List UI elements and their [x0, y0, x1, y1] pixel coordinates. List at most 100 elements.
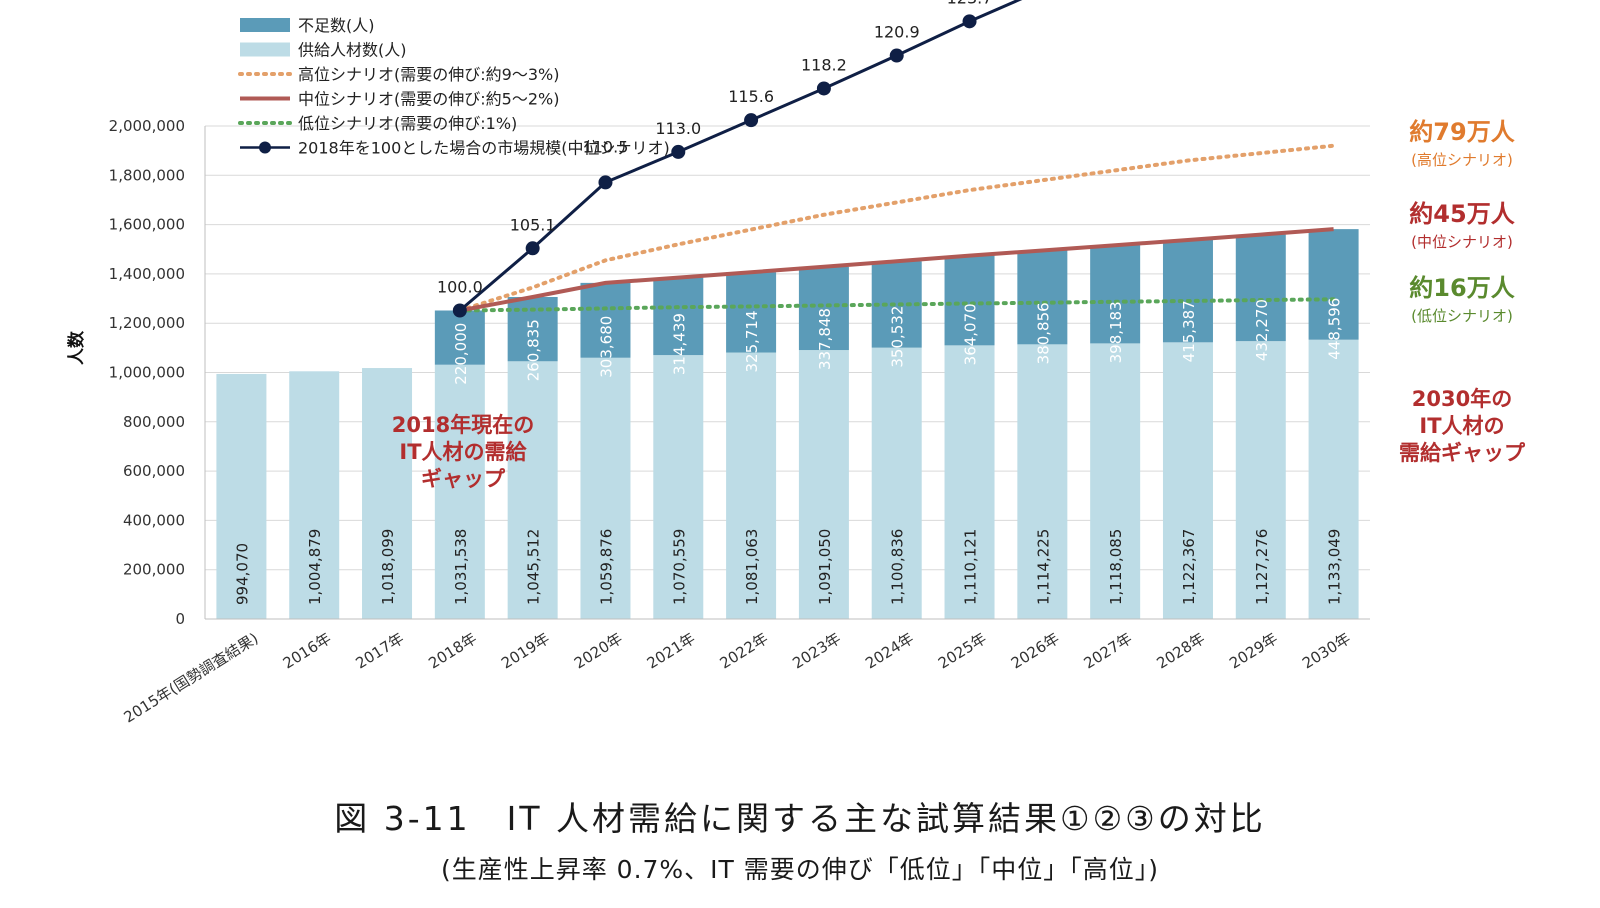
- bar-supply: [507, 361, 558, 619]
- annotations: 約79万人 (高位シナリオ) 約45万人 (中位シナリオ) 約16万人 (低位シナリオ) 2…: [392, 118, 1526, 491]
- market-size-point: [889, 48, 904, 63]
- bar-shortage: [1017, 250, 1068, 345]
- bar-shortage-label: 380,856: [1034, 302, 1052, 364]
- bar-shortage-label: 448,596: [1326, 298, 1344, 360]
- bar-shortage: [871, 261, 922, 348]
- legend: 不足数(人) 供給人材数(人) 高位シナリオ(需要の伸び:約9〜3%) 中位シナリオ(…: [238, 16, 670, 158]
- bar-supply-label: 1,059,876: [597, 529, 615, 605]
- bar-supply-label: 1,018,099: [379, 529, 397, 605]
- bar-supply-label: 1,110,121: [962, 529, 980, 605]
- figure-caption-subtitle: (生産性上昇率 0.7%、IT 需要の伸び「低位」「中位」「高位」): [440, 855, 1160, 884]
- bar-supply: [1090, 343, 1141, 619]
- bar-shortage: [580, 282, 631, 358]
- bar-supply: [1235, 341, 1286, 619]
- legend-label: 2018年を100とした場合の市場規模(中位シナリオ): [298, 139, 670, 158]
- line-low-scenario: [457, 297, 1336, 313]
- y-tick-label: 600,000: [123, 462, 185, 480]
- bar-shortage-label: 260,835: [525, 319, 543, 381]
- bar-shortage-label: 303,680: [597, 316, 615, 378]
- x-tick-label: 2029年: [1226, 629, 1281, 672]
- bar-supply: [798, 350, 849, 619]
- market-size-label: 110.5: [583, 137, 629, 156]
- market-size-point: [671, 144, 686, 159]
- gap-2030-annotation: IT人材の: [1419, 414, 1504, 438]
- market-size-point: [525, 241, 540, 256]
- gap-2030-annotation: 2030年の: [1412, 387, 1512, 411]
- x-tick-label: 2030年: [1299, 629, 1354, 672]
- bar-supply: [580, 357, 631, 619]
- market-size-label: 100.0: [437, 277, 483, 296]
- y-tick-label: 800,000: [123, 413, 185, 431]
- bar-supply-label: 1,081,063: [743, 529, 761, 605]
- bar-supply: [944, 345, 995, 619]
- legend-label: 供給人材数(人): [298, 41, 407, 60]
- y-tick-label: 1,200,000: [109, 314, 185, 332]
- bar-supply-label: 1,091,050: [816, 529, 834, 605]
- market-size-point: [598, 175, 613, 190]
- bar-supply-label: 1,100,836: [889, 529, 907, 605]
- x-tick-label: 2015年(国勢調査結果): [121, 629, 262, 726]
- bar-supply-label: 994,070: [233, 543, 251, 605]
- market-size-label: 123.7: [947, 0, 993, 7]
- bar-shortage-label: 337,848: [816, 308, 834, 370]
- scenario-gap-note: (中位シナリオ): [1411, 233, 1513, 251]
- bar-supply-label: 1,127,276: [1253, 529, 1271, 605]
- bar-shortage: [1235, 234, 1286, 342]
- scenario-lines: [452, 0, 1336, 318]
- bar-supply: [434, 364, 485, 619]
- legend-label: 不足数(人): [298, 16, 375, 35]
- bar-shortage: [1162, 239, 1213, 343]
- x-tick-label: 2017年: [353, 629, 408, 672]
- line-mid-scenario: [459, 227, 1334, 313]
- bar-supply: [1162, 342, 1213, 619]
- bar-shortage: [726, 272, 777, 353]
- market-size-point: [744, 113, 759, 128]
- bar-shortage-label: 314,439: [670, 313, 688, 375]
- x-tick-label: 2028年: [1153, 629, 1208, 672]
- bar-shortage-label: 432,270: [1253, 299, 1271, 361]
- x-tick-label: 2023年: [789, 629, 844, 672]
- bar-supply: [289, 371, 340, 619]
- bar-supply: [1017, 344, 1068, 619]
- gap-2018-annotation: ギャップ: [421, 467, 506, 491]
- y-tick-label: 1,000,000: [109, 364, 185, 382]
- y-axis-title: 人数: [66, 330, 87, 365]
- market-size-label: 115.6: [728, 87, 774, 106]
- bar-shortage: [1308, 229, 1359, 340]
- y-tick-label: 2,000,000: [109, 117, 185, 135]
- bar-supply-label: 1,045,512: [525, 529, 543, 605]
- y-tick-label: 400,000: [123, 511, 185, 529]
- bar-supply-label: 1,114,225: [1034, 529, 1052, 605]
- line-high-scenario: [457, 143, 1336, 313]
- x-tick-label: 2026年: [1008, 629, 1063, 672]
- bar-supply-label: 1,070,559: [670, 529, 688, 605]
- bar-shortage-label: 220,000: [452, 323, 470, 385]
- market-size-point: [962, 14, 977, 29]
- bar-supply-label: 1,004,879: [306, 529, 324, 605]
- market-size-label: 113.0: [655, 119, 701, 138]
- bar-supply-label: 1,122,367: [1180, 529, 1198, 605]
- x-tick-label: 2020年: [571, 629, 626, 672]
- bar-shortage-label: 364,070: [962, 303, 980, 365]
- x-tick-label: 2019年: [498, 629, 553, 672]
- bar-supply: [871, 347, 922, 619]
- bar-shortage-label: 398,183: [1107, 301, 1125, 363]
- bar-shortage: [1090, 245, 1141, 344]
- bar-shortage: [798, 266, 849, 351]
- y-tick-label: 1,400,000: [109, 265, 185, 283]
- y-tick-label: 200,000: [123, 561, 185, 579]
- bar-supply: [362, 368, 413, 619]
- market-size-point: [452, 303, 467, 318]
- bar-supply: [653, 355, 704, 619]
- bar-supply: [1308, 339, 1359, 619]
- market-size-label: 120.9: [874, 23, 920, 42]
- bar-supply: [216, 373, 267, 619]
- bar-shortage-label: 415,387: [1180, 300, 1198, 362]
- legend-swatch: [240, 42, 290, 57]
- y-tick-label: 0: [175, 610, 185, 628]
- x-tick-label: 2016年: [280, 629, 335, 672]
- gap-2018-annotation: IT人材の需給: [399, 440, 527, 464]
- legend-label: 中位シナリオ(需要の伸び:約5〜2%): [298, 90, 559, 109]
- bar-supply-label: 1,031,538: [452, 529, 470, 605]
- data-labels: 994,070 1,004,879 1,018,099 1,031,538 220,00…: [233, 0, 1344, 605]
